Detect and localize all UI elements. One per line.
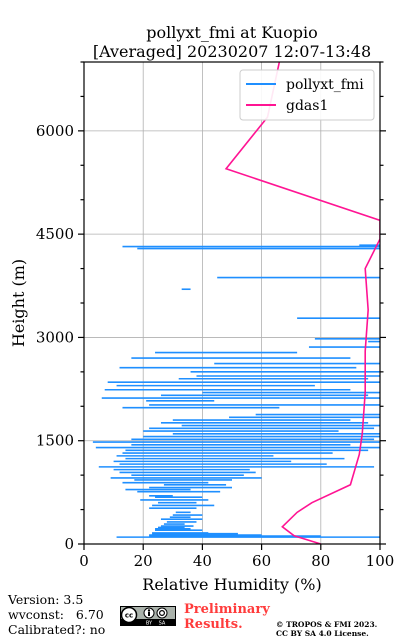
legend: pollyxt_fmi gdas1 [239,69,375,121]
preliminary-line-2: Results. [184,617,243,632]
x-tick-label-2: 40 [193,552,212,570]
preliminary-results-note: Preliminary Results. [184,602,270,632]
x-tick-label-4: 80 [311,552,330,570]
version-text: Version: 3.5 [8,592,84,607]
legend-label-gdas1: gdas1 [286,98,328,114]
wvconst-text: wvconst: 6.70 [8,607,104,622]
copyright-line-2: CC BY SA 4.0 License. [276,629,369,638]
x-tick-label-3: 60 [252,552,271,570]
y-tick-label-1: 1500 [36,432,74,450]
svg-text:BY: BY [146,621,153,626]
legend-label-pollyxt: pollyxt_fmi [286,77,364,93]
pollyxt-series [92,244,380,538]
y-tick-label-2: 3000 [36,328,74,346]
y-axis-label: Height (m) [9,259,28,347]
y-tick-label-3: 4500 [36,225,74,243]
legend-box [239,69,375,121]
svg-text:SA: SA [159,621,166,626]
x-tick-label-5: 100 [366,552,395,570]
y-tick-label-0: 0 [64,535,74,553]
y-tick-label-4: 6000 [36,122,74,140]
axis-tick-labels: 0 20 40 60 80 100 0 1500 3000 4500 6000 [36,122,395,570]
copyright-line-1: © TROPOS & FMI 2023. [276,620,378,629]
calibrated-text: Calibrated?: no [8,622,106,637]
preliminary-line-1: Preliminary [184,602,270,617]
copyright-notice: © TROPOS & FMI 2023. CC BY SA 4.0 Licens… [276,620,377,638]
x-tick-label-0: 0 [79,552,89,570]
axis-ticks [78,61,386,550]
gdas1-series-line [224,62,380,544]
cc-by-sa-badge-icon: cc BY SA [120,606,176,626]
processing-info: Version: 3.5 wvconst: 6.70 Calibrated?: no [8,592,105,637]
chart-title: pollyxt_fmi at Kuopio [146,23,317,42]
chart-subtitle: [Averaged] 20230207 12:07-13:48 [93,42,371,61]
x-tick-label-1: 20 [134,552,153,570]
svg-text:cc: cc [125,612,133,620]
x-axis-label: Relative Humidity (%) [142,575,321,594]
rh-profile-chart: pollyxt_fmi at Kuopio [Averaged] 2023020… [9,23,395,594]
